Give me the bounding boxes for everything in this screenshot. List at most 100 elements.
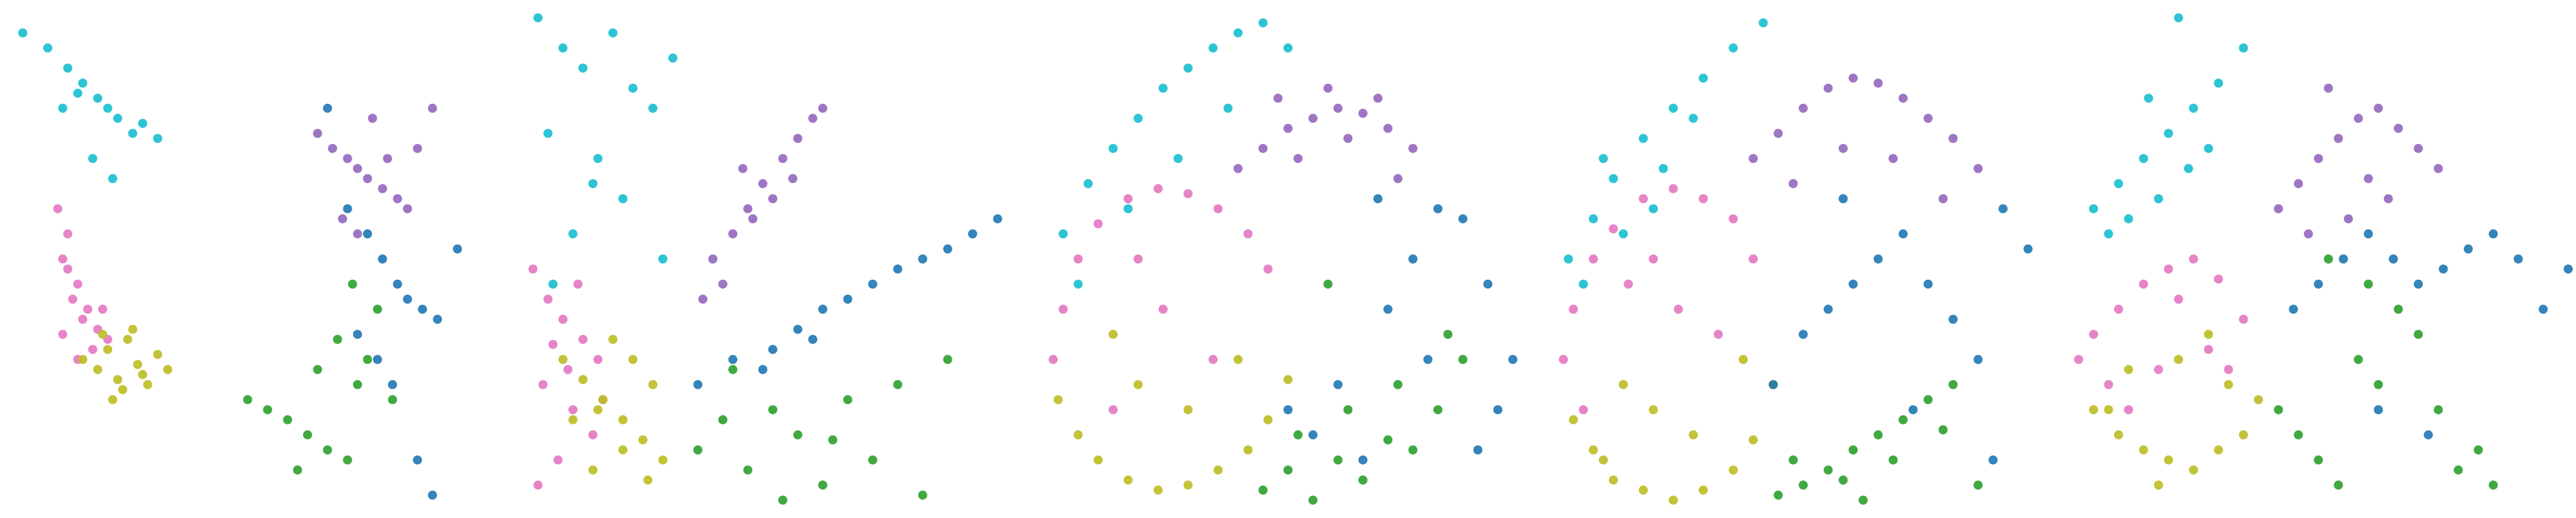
scatter-point [1649, 204, 1658, 214]
scatter-point [153, 134, 162, 143]
scatter-point [1458, 214, 1468, 224]
scatter-point [573, 279, 583, 289]
scatter-point [2089, 405, 2098, 415]
scatter-point [588, 430, 598, 439]
scatter-point [658, 455, 668, 465]
scatter-point [58, 254, 67, 264]
scatter-point [1923, 279, 1933, 289]
scatter-point [1233, 28, 1243, 38]
scatter-point [63, 229, 73, 239]
scatter-point [1668, 103, 1678, 113]
scatter-point [598, 395, 608, 404]
scatter-point [1423, 354, 1433, 364]
scatter-point [1618, 380, 1628, 389]
scatter-point [283, 415, 293, 425]
scatter-point [322, 445, 332, 455]
scatter-point [1373, 93, 1383, 103]
scatter-point [313, 129, 322, 138]
scatter-point [2139, 445, 2148, 455]
scatter-point [418, 304, 428, 314]
scatter-point [1638, 134, 1648, 143]
scatter-point [2164, 455, 2173, 465]
scatter-point [2374, 380, 2383, 389]
scatter-point [1223, 103, 1233, 113]
scatter-point [1823, 465, 1833, 475]
scatter-point [2089, 330, 2098, 339]
scatter-point [1568, 304, 1578, 314]
scatter-point [718, 279, 727, 289]
scatter-point [1699, 73, 1708, 83]
scatter-point [578, 334, 588, 344]
scatter-point [1208, 43, 1218, 53]
scatter-point [1093, 455, 1103, 465]
scatter-point [533, 13, 543, 23]
scatter-point [2214, 274, 2223, 284]
scatter-point [2383, 194, 2393, 204]
scatter-point [828, 435, 838, 445]
scatter-point [868, 455, 877, 465]
scatter-point [1233, 164, 1243, 173]
scatter-point [558, 314, 568, 324]
scatter-point [1493, 405, 1503, 415]
scatter-point [1443, 330, 1453, 339]
scatter-point [2324, 83, 2333, 93]
scatter-point [1899, 415, 1908, 425]
scatter-point [88, 154, 97, 164]
scatter-point [1588, 254, 1598, 264]
scatter-point [1799, 480, 1808, 490]
scatter-panel [1049, 18, 1518, 505]
scatter-point [2189, 465, 2198, 475]
scatter-point [58, 103, 67, 113]
scatter-point [2333, 480, 2343, 490]
scatter-point [1773, 490, 1783, 500]
scatter-point [618, 445, 627, 455]
scatter-point [793, 325, 803, 334]
scatter-point [1768, 380, 1778, 389]
scatter-point [2023, 244, 2033, 254]
scatter-point [1568, 415, 1578, 425]
scatter-point [638, 435, 648, 445]
scatter-point [363, 174, 372, 184]
scatter-point [1134, 114, 1143, 123]
scatter-point [818, 480, 827, 490]
scatter-point [698, 294, 708, 304]
scatter-point [2564, 264, 2573, 274]
scatter-point [1383, 304, 1392, 314]
scatter-point [343, 204, 352, 214]
scatter-point [2289, 304, 2298, 314]
scatter-point [2274, 405, 2283, 415]
scatter-point [2294, 179, 2303, 188]
scatter-point [1823, 304, 1833, 314]
scatter-point [2374, 405, 2383, 415]
scatter-point [668, 53, 677, 63]
scatter-point [1408, 445, 1418, 455]
scatter-point [2353, 354, 2363, 364]
scatter-point [1838, 143, 1848, 153]
scatter-point [2364, 229, 2373, 239]
scatter-point [2204, 330, 2213, 339]
scatter-point [588, 465, 598, 475]
scatter-point [593, 354, 603, 364]
scatter-point [128, 129, 138, 138]
scatter-point [1184, 405, 1193, 415]
scatter-point [1184, 63, 1193, 73]
scatter-point [1649, 254, 1658, 264]
scatter-point [1393, 380, 1403, 389]
scatter-point [2154, 480, 2163, 490]
scatter-point [113, 114, 123, 123]
scatter-point [1849, 279, 1858, 289]
scatter-point [58, 330, 67, 339]
scatter-point [133, 360, 143, 369]
scatter-point [558, 43, 568, 53]
scatter-point [1758, 18, 1768, 28]
scatter-point [372, 354, 382, 364]
scatter-point [1058, 304, 1068, 314]
scatter-point [1659, 164, 1668, 173]
scatter-point [1333, 455, 1343, 465]
scatter-point [383, 154, 393, 164]
scatter-point [843, 294, 853, 304]
scatter-point [2314, 279, 2323, 289]
scatter-point [108, 395, 117, 404]
scatter-point [778, 154, 788, 164]
scatter-point [2364, 174, 2373, 184]
